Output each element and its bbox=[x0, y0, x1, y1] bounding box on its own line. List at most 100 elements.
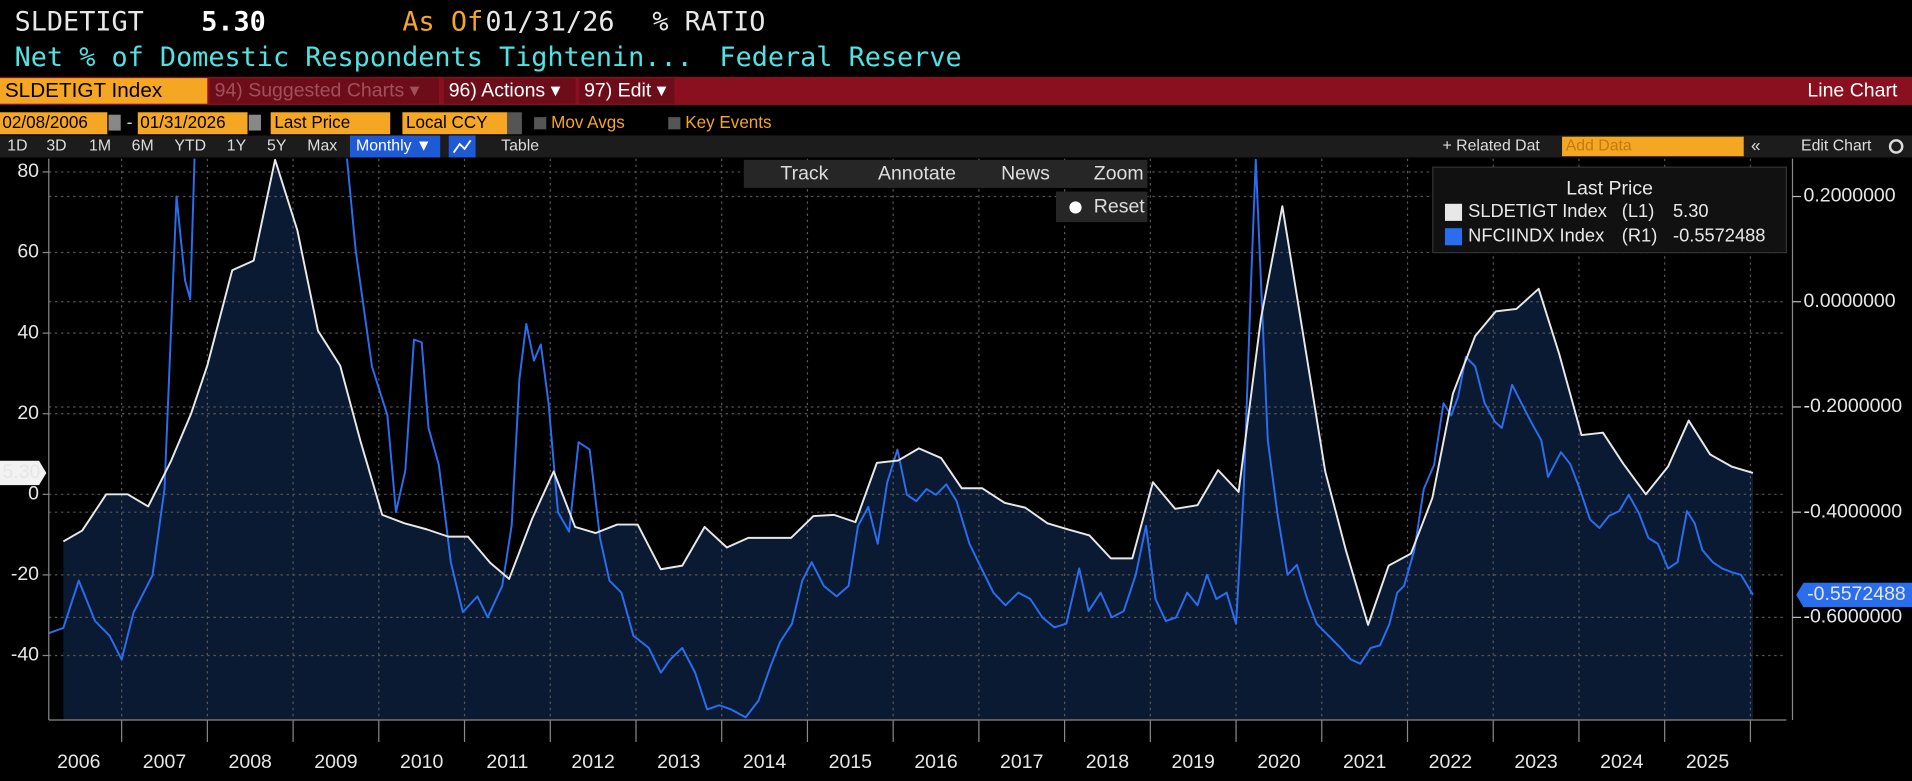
y2-tick-label: -0.2000000 bbox=[1803, 395, 1902, 417]
menu[interactable]: 94) Suggested Charts ▾ bbox=[215, 80, 420, 102]
x-tick-label: 2025 bbox=[1686, 751, 1730, 773]
add-data-box[interactable] bbox=[1562, 136, 1744, 157]
ticker: SLDETIGT bbox=[15, 7, 144, 38]
legend-value: -0.5572488 bbox=[1673, 225, 1765, 246]
x-tick-label: 2022 bbox=[1429, 751, 1472, 773]
as-of-date: 01/31/26 bbox=[485, 7, 614, 38]
last-value: 5.30 bbox=[201, 7, 266, 38]
tool[interactable]: Track bbox=[780, 163, 828, 185]
period-button[interactable]: 5Y bbox=[267, 138, 287, 155]
table-button[interactable]: Table bbox=[501, 138, 539, 155]
currency-box[interactable] bbox=[402, 112, 508, 135]
collapse[interactable]: « bbox=[1751, 136, 1760, 155]
area bbox=[63, 159, 1753, 720]
legend-value: 5.30 bbox=[1673, 200, 1709, 221]
y-tick-label: 0 bbox=[28, 482, 39, 504]
calendar-icon[interactable] bbox=[108, 114, 121, 131]
tool[interactable]: News bbox=[1001, 163, 1050, 185]
x-tick-label: 2018 bbox=[1086, 751, 1129, 773]
y2-tick-label: 0.2000000 bbox=[1803, 185, 1895, 207]
start-date[interactable]: 02/08/2006 bbox=[2, 113, 87, 132]
start-box[interactable] bbox=[0, 112, 108, 135]
separator: - bbox=[127, 113, 133, 132]
y-tick-label: -40 bbox=[11, 644, 39, 666]
x-tick-label: 2008 bbox=[229, 751, 272, 773]
field-box[interactable] bbox=[270, 112, 391, 135]
period-button[interactable]: YTD bbox=[174, 138, 206, 155]
edit-chart[interactable]: Edit Chart bbox=[1801, 138, 1872, 155]
legend-title: Last Price bbox=[1566, 177, 1653, 199]
add-data[interactable]: Add Data bbox=[1566, 138, 1632, 155]
menu[interactable]: 97) Edit ▾ bbox=[584, 80, 667, 102]
tool[interactable]: Zoom bbox=[1094, 163, 1144, 185]
end-box[interactable] bbox=[137, 112, 248, 135]
y2-tick-label: -0.6000000 bbox=[1803, 606, 1902, 628]
y-tick-label: 40 bbox=[17, 321, 39, 343]
x-tick-label: 2019 bbox=[1172, 751, 1215, 773]
related-data[interactable]: + Related Dat bbox=[1443, 138, 1541, 155]
x-tick-label: 2015 bbox=[829, 751, 873, 773]
period-button[interactable]: 3D bbox=[46, 138, 66, 155]
description: Net % of Domestic Respondents Tightenin.… bbox=[15, 42, 693, 73]
security-box[interactable] bbox=[0, 78, 208, 104]
x-tick-label: 2009 bbox=[314, 751, 357, 773]
tool[interactable]: Annotate bbox=[878, 163, 956, 185]
checkbox[interactable] bbox=[668, 117, 681, 130]
y-tick-label: 80 bbox=[17, 160, 39, 182]
x-tick-label: 2013 bbox=[657, 751, 700, 773]
line bbox=[48, 158, 1754, 719]
period-button[interactable]: 6M bbox=[132, 138, 154, 155]
source: Federal Reserve bbox=[719, 42, 961, 73]
gear-icon[interactable] bbox=[1888, 139, 1904, 154]
checkbox[interactable] bbox=[534, 117, 547, 130]
reset[interactable]: Reset bbox=[1094, 196, 1146, 218]
as-of-label: As Of bbox=[402, 7, 483, 38]
legend-swatch bbox=[1444, 228, 1463, 246]
x-tick-label: 2006 bbox=[57, 751, 100, 773]
menu[interactable]: 96) Actions ▾ bbox=[449, 80, 561, 102]
last-tag bbox=[0, 460, 47, 486]
period-button[interactable]: 1D bbox=[7, 138, 27, 155]
frequency[interactable]: Monthly ▼ bbox=[356, 138, 432, 155]
x-tick-label: 2024 bbox=[1600, 751, 1644, 773]
menu-box bbox=[443, 78, 576, 104]
y-tick-label: 20 bbox=[17, 402, 39, 424]
frequency-box[interactable] bbox=[349, 135, 441, 158]
period-button[interactable]: Max bbox=[307, 138, 337, 155]
menu-box bbox=[209, 78, 439, 104]
period-button[interactable]: 1Y bbox=[227, 138, 247, 155]
x-tick-label: 2011 bbox=[486, 751, 528, 773]
calendar-icon[interactable] bbox=[248, 114, 261, 131]
x-tick-label: 2021 bbox=[1343, 751, 1386, 773]
menu-box bbox=[579, 78, 675, 104]
period-bar bbox=[0, 135, 1912, 158]
x-tick-label: 2017 bbox=[1000, 751, 1043, 773]
last-tag bbox=[1796, 582, 1912, 608]
period-button[interactable]: 1M bbox=[89, 138, 111, 155]
security[interactable]: SLDETIGT Index bbox=[5, 79, 163, 102]
option[interactable]: Key Events bbox=[685, 113, 771, 132]
line-icon-glyph bbox=[452, 139, 472, 154]
x-tick-label: 2007 bbox=[143, 751, 186, 773]
chart-type: Line Chart bbox=[1807, 80, 1898, 102]
legend-axis: (L1) bbox=[1622, 200, 1655, 221]
end-date[interactable]: 01/31/2026 bbox=[140, 113, 225, 132]
legend bbox=[1432, 166, 1788, 254]
y-tick-label: 60 bbox=[17, 241, 39, 263]
legend-swatch bbox=[1444, 203, 1463, 221]
unit: % RATIO bbox=[652, 7, 765, 38]
option[interactable]: Mov Avgs bbox=[551, 113, 625, 132]
currency[interactable]: Local CCY bbox=[406, 113, 488, 132]
last-tag-label: -0.5572488 bbox=[1807, 583, 1906, 605]
x-tick-label: 2012 bbox=[571, 751, 614, 773]
y2-tick-label: -0.4000000 bbox=[1803, 500, 1902, 522]
y-tick-label: -20 bbox=[11, 563, 39, 585]
x-tick-label: 2023 bbox=[1514, 751, 1557, 773]
chart-tools bbox=[743, 159, 1148, 188]
dropdown[interactable] bbox=[507, 112, 522, 135]
reset-icon bbox=[1069, 201, 1082, 214]
legend-label: SLDETIGT Index bbox=[1468, 200, 1607, 221]
y2-tick-label: 0.0000000 bbox=[1803, 290, 1895, 312]
field[interactable]: Last Price bbox=[274, 113, 350, 132]
